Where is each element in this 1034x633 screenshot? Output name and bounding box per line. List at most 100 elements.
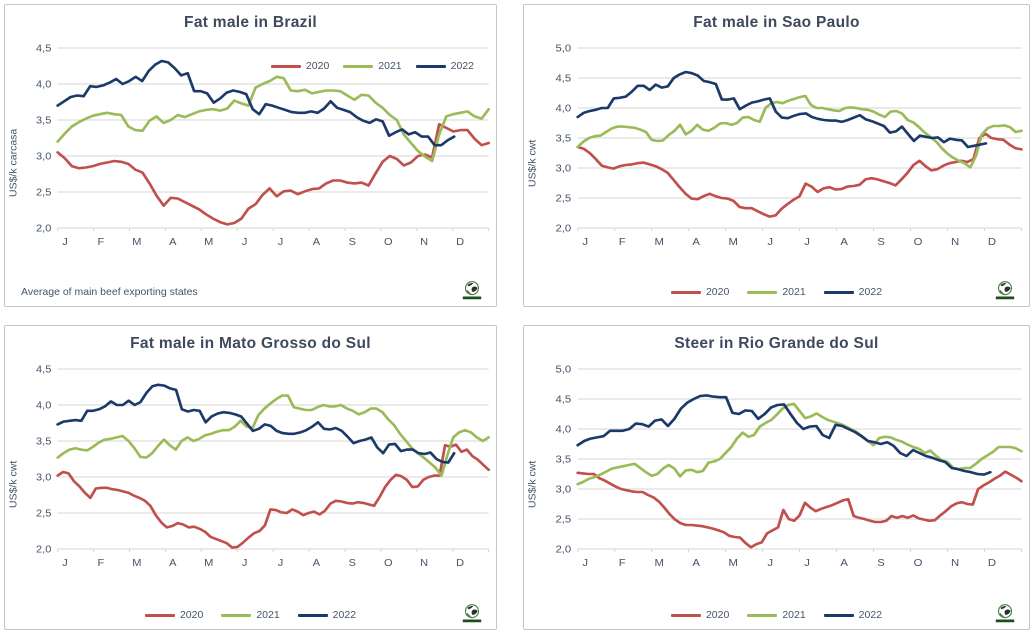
panel-footer: 2020 2021 2022 [524,281,1029,306]
gridlines [577,368,1022,552]
svg-text:M: M [728,557,737,569]
svg-text:2,5: 2,5 [36,508,51,520]
chart-area: US$/k cwt 2,0 2,5 3,0 3,5 4,0 4,5 5,0 J F M A M J J A S… [524,36,1029,260]
panel-footer: 2020 2021 2022 [524,604,1029,629]
svg-text:3,0: 3,0 [555,484,571,496]
svg-text:N: N [420,236,428,248]
svg-text:D: D [988,236,996,248]
svg-text:M: M [655,236,664,248]
legend-label: 2021 [378,60,402,72]
svg-text:3,5: 3,5 [555,133,571,145]
legend-label: 2020 [705,609,730,621]
line-chart-brazil: 2,0 2,5 3,0 3,5 4,0 4,5 J F M A M J J A S O N D [36,43,491,248]
panel-footer: Average of main beef exporting states [5,281,496,306]
svg-text:J: J [767,236,773,248]
svg-text:S: S [877,557,885,569]
svg-text:3,0: 3,0 [555,163,571,175]
legend-line-2022 [297,613,328,617]
series-line-2021 [56,394,491,477]
legend-item-2021: 2021 [343,60,402,72]
series-line-2021 [56,75,491,163]
legend-label: 2022 [858,286,883,298]
svg-text:A: A [313,236,321,248]
series-line-2020 [56,443,491,549]
svg-text:2,0: 2,0 [555,544,571,556]
legend-item-2021: 2021 [747,609,806,621]
svg-text:3,0: 3,0 [36,151,51,163]
chart-area: US$/k cwt 2,0 2,5 3,0 3,5 4,0 4,5 5,0 J F M A M J J A S… [524,357,1029,581]
legend-item-2020: 2020 [670,286,729,298]
svg-text:O: O [384,236,393,248]
svg-text:D: D [456,236,464,248]
svg-text:O: O [914,557,923,569]
svg-text:F: F [98,236,105,248]
svg-text:2,0: 2,0 [36,544,51,556]
svg-text:S: S [877,236,885,248]
svg-text:4,0: 4,0 [36,400,51,412]
y-axis-title: US$/k carcasa [7,128,20,198]
gridlines [57,368,490,552]
gridlines [577,47,1022,231]
legend: 2020 2021 2022 [670,609,882,621]
svg-text:S: S [349,236,356,248]
legend-item-2022: 2022 [415,60,474,72]
svg-text:F: F [619,236,626,248]
svg-text:M: M [132,236,141,248]
footnote: Average of main beef exporting states [21,286,198,298]
legend-item-2022: 2022 [297,609,357,621]
line-chart-sao-paulo: 2,0 2,5 3,0 3,5 4,0 4,5 5,0 J F M A M J J A S O N D [555,43,1023,248]
svg-text:M: M [132,557,141,569]
svg-text:2,5: 2,5 [555,514,571,526]
legend-line-2022 [823,613,854,617]
svg-text:2,0: 2,0 [555,223,571,235]
y-tick-labels: 2,0 2,5 3,0 3,5 4,0 4,5 5,0 [555,43,571,235]
legend-line-2021 [221,613,252,617]
legend-line-2020 [670,613,701,617]
legend-item-2021: 2021 [221,609,280,621]
legend: 2020 2021 2022 [270,60,474,72]
svg-text:2,0: 2,0 [36,223,51,235]
svg-text:N: N [951,236,959,248]
globe-logo-icon [462,281,482,300]
series-line-2022 [576,70,988,149]
legend-item-2021: 2021 [747,286,806,298]
legend-label: 2020 [179,609,204,621]
legend-item-2020: 2020 [144,609,204,621]
svg-text:4,5: 4,5 [36,43,51,55]
svg-text:O: O [384,557,393,569]
legend-label: 2022 [332,609,357,621]
legend: 2020 2021 2022 [670,286,883,298]
legend-item-2022: 2022 [823,286,883,298]
svg-text:O: O [914,236,923,248]
svg-text:N: N [951,557,959,569]
svg-text:J: J [582,236,588,248]
svg-text:2,5: 2,5 [36,187,51,199]
legend-line-2021 [747,613,778,617]
y-axis-title: US$/k cwt [526,460,539,508]
svg-text:F: F [619,557,626,569]
y-tick-labels: 2,0 2,5 3,0 3,5 4,0 4,5 [36,43,51,235]
series-line-2021 [576,402,1023,486]
y-tick-labels: 2,0 2,5 3,0 3,5 4,0 4,5 5,0 [555,364,571,556]
svg-text:F: F [98,557,105,569]
svg-text:A: A [840,557,848,569]
series-line-2020 [576,470,1023,549]
chart-title: Fat male in Mato Grosso do Sul [130,335,371,352]
svg-text:J: J [804,236,810,248]
chart-title: Steer in Rio Grande do Sul [674,335,879,352]
legend-item-2022: 2022 [823,609,882,621]
chart-panel-fat-male-brazil: Fat male in Brazil US$/k carcasa 2,0 2,5 3… [4,4,497,307]
y-tick-labels: 2,0 2,5 3,0 3,5 4,0 4,5 [36,364,51,556]
svg-text:2,5: 2,5 [555,193,571,205]
svg-text:3,5: 3,5 [36,115,51,127]
svg-text:4,0: 4,0 [555,424,571,436]
gridlines [57,47,490,231]
series-line-2020 [56,123,491,226]
svg-text:A: A [169,236,177,248]
panel-footer: 2020 2021 2022 [5,604,496,629]
series-line-2022 [56,59,456,147]
